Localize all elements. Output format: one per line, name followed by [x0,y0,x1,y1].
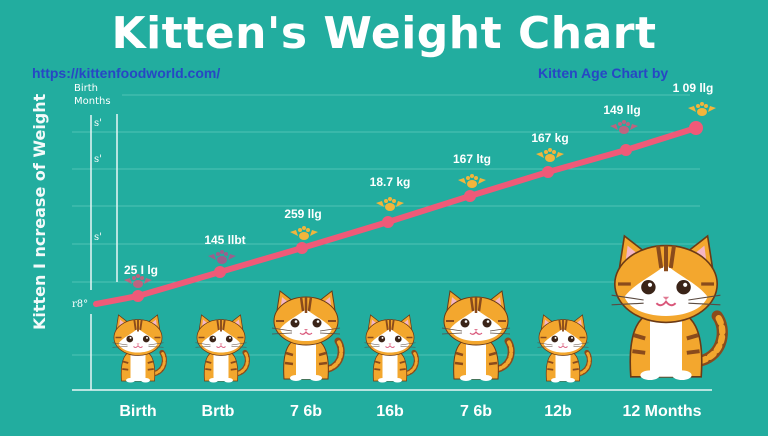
kitten-icon [538,315,590,383]
kitten-icon [442,291,511,381]
data-label: 18.7 kg [369,175,411,189]
x-label: Brtb [201,403,235,420]
paw-icon [290,226,318,240]
data-label: 145 llbt [204,233,246,247]
weight-line [93,125,699,307]
x-label: 7 6b [459,403,493,420]
data-points [132,121,703,302]
y-tick: s' [94,232,102,243]
y-tick: s' [94,118,102,129]
kitten-icon [196,315,248,383]
paw-icon [688,102,716,116]
data-label: 167 kg [531,131,569,145]
x-label: 12b [544,403,572,420]
paw-icon [536,148,564,162]
x-label: Birth [119,403,157,420]
source-url-link[interactable]: https://kittenfoodworld.com/ [32,65,221,81]
kitten-icon [113,315,165,383]
paw-icon [458,174,486,188]
kitten-illustrations [113,236,723,383]
axis-top-label-months: Months [74,96,111,107]
data-label: 25 I lg [123,263,159,277]
byline-text: Kitten Age Chart by [538,65,669,81]
axis-top-label: Birth Months [74,82,111,108]
x-label: 16b [376,403,404,420]
x-label: 7 6b [289,403,323,420]
data-label: 167 ltg [452,152,492,166]
kitten-icon [365,315,417,383]
data-label: 1 09 llg [672,81,714,95]
paw-icon [376,197,404,211]
paw-icon [208,250,236,264]
axis-top-label-birth: Birth [74,83,99,94]
data-label: 259 llg [284,207,322,221]
x-label: 12 Months [622,403,702,420]
kitten-icon [272,291,341,381]
y-tick: r8° [72,299,89,310]
data-label: 149 llg [603,103,641,117]
y-tick: s' [94,154,102,165]
paw-icons [290,102,716,240]
kitten-icon [612,236,723,380]
chart-title: Kitten's Weight Chart [111,8,657,59]
